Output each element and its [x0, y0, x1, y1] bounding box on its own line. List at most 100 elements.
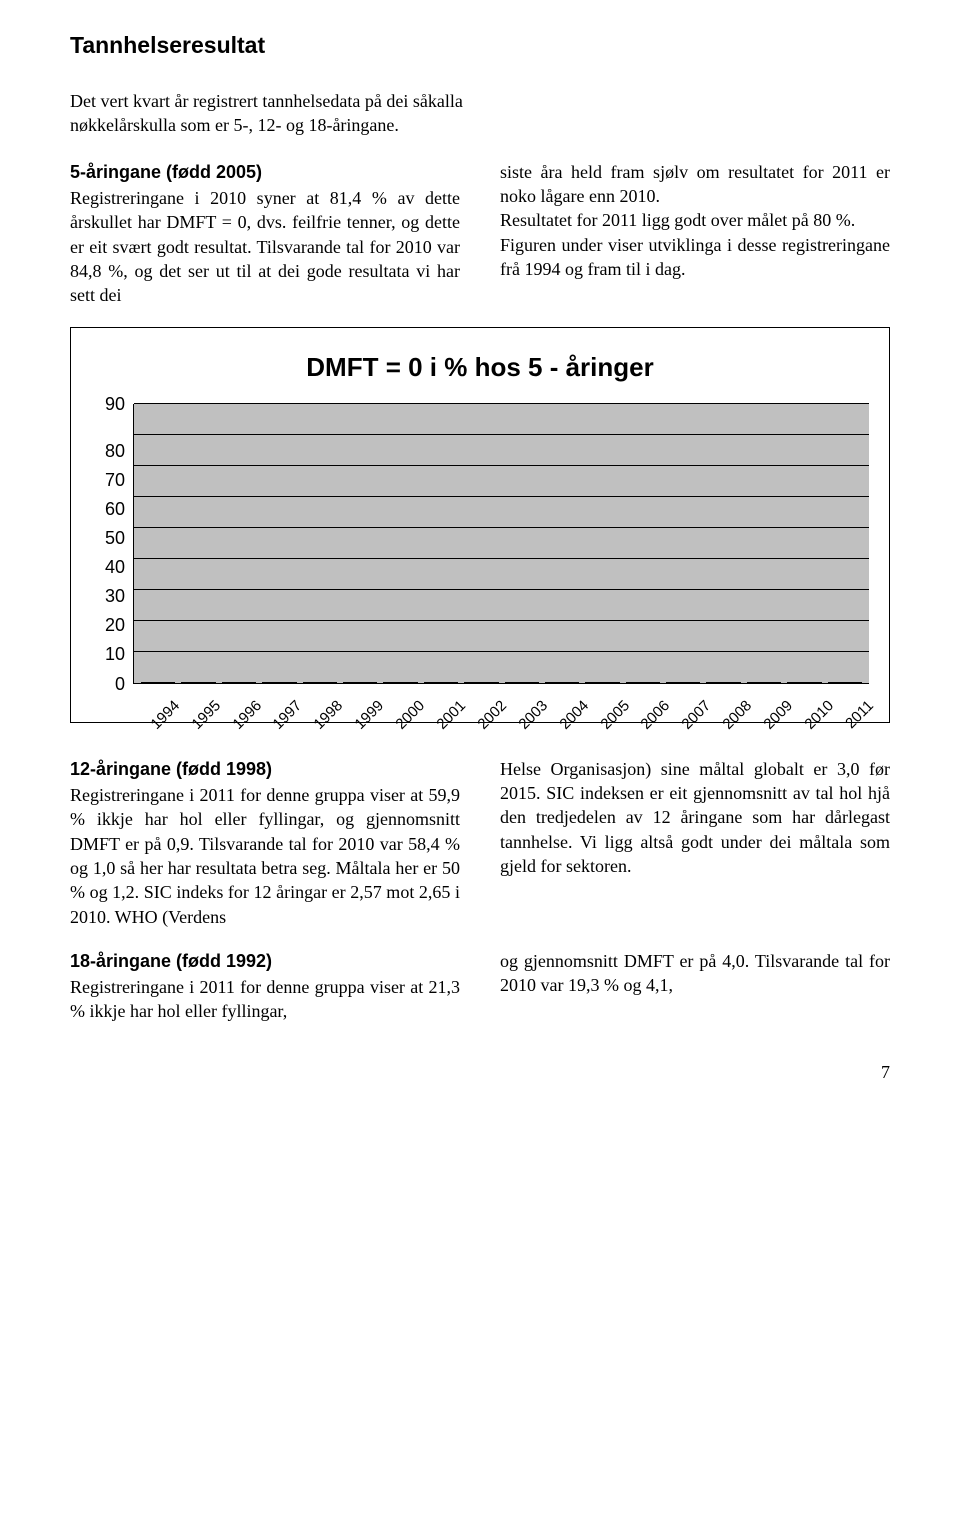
chart-x-tick: 2001: [419, 688, 460, 708]
section-12-right-text: Helse Organisasjon) sine måltal globalt …: [500, 759, 890, 876]
chart-bar: [787, 682, 821, 683]
chart-bar: [505, 682, 539, 683]
chart-x-tick: 1995: [174, 688, 215, 708]
chart-x-tick: 2010: [787, 688, 828, 708]
chart-bar-slot: [300, 682, 340, 683]
chart-bar: [828, 682, 862, 683]
section-5-left-text: Registreringane i 2010 syner at 81,4 % a…: [70, 188, 460, 305]
chart-x-tick: 2003: [501, 688, 542, 708]
chart-bar: [424, 682, 458, 683]
section-12-right-col: Helse Organisasjon) sine måltal globalt …: [500, 757, 890, 929]
chart-bar-slot: [340, 682, 380, 683]
chart-bar-slot: [219, 682, 259, 683]
section-5-heading: 5-åringane (fødd 2005): [70, 160, 460, 184]
chart-bar-slot: [138, 682, 178, 683]
section-18-left-col: 18-åringane (fødd 1992) Registreringane …: [70, 949, 460, 1024]
intro-paragraph: Det vert kvart år registrert tannhelseda…: [70, 89, 490, 138]
chart-x-tick: 2006: [624, 688, 665, 708]
chart-bar: [383, 682, 417, 683]
chart-x-tick: 1998: [297, 688, 338, 708]
chart-bar-slot: [542, 682, 582, 683]
section-5-right-col: siste åra held fram sjølv om resultatet …: [500, 160, 890, 308]
chart-x-tick: 1996: [215, 688, 256, 708]
chart-x-tick: 1994: [133, 688, 174, 708]
chart-bar: [464, 682, 498, 683]
chart-bar-slot: [502, 682, 542, 683]
chart-y-axis: 9080706050403020100: [91, 404, 133, 684]
chart-gridline: [134, 620, 869, 621]
chart-bar: [181, 682, 215, 683]
section-12-left-col: 12-åringane (fødd 1998) Registreringane …: [70, 757, 460, 929]
chart-x-tick: 1999: [337, 688, 378, 708]
chart-x-tick: 2007: [665, 688, 706, 708]
section-12-year: 12-åringane (fødd 1998) Registreringane …: [70, 757, 890, 929]
chart-title: DMFT = 0 i % hos 5 - åringer: [91, 350, 869, 385]
chart-gridline: [134, 527, 869, 528]
chart-plot-area: 9080706050403020100: [91, 404, 869, 684]
chart-bars: [134, 404, 869, 683]
chart-bar: [585, 682, 619, 683]
section-18-left-text: Registreringane i 2011 for denne gruppa …: [70, 977, 460, 1021]
chart-bar: [343, 682, 377, 683]
section-18-right-text: og gjennomsnitt DMFT er på 4,0. Tilsvara…: [500, 951, 890, 995]
chart-y-tick: 50: [91, 529, 125, 547]
chart-gridline: [134, 496, 869, 497]
chart-bar: [666, 682, 700, 683]
chart-bar: [706, 682, 740, 683]
chart-y-tick: 20: [91, 616, 125, 634]
chart-plot: [133, 404, 869, 684]
chart-bar-slot: [663, 682, 703, 683]
chart-x-tick: 2005: [583, 688, 624, 708]
chart-gridline: [134, 403, 869, 404]
chart-y-tick: 60: [91, 500, 125, 518]
chart-gridline: [134, 434, 869, 435]
chart-y-tick: 90: [91, 395, 125, 413]
chart-gridline: [134, 465, 869, 466]
chart-bar: [141, 682, 175, 683]
chart-x-tick: 2008: [705, 688, 746, 708]
chart-bar: [626, 682, 660, 683]
section-12-left-text: Registreringane i 2011 for denne gruppa …: [70, 785, 460, 926]
chart-bar-slot: [380, 682, 420, 683]
chart-x-tick: 2000: [378, 688, 419, 708]
section-18-heading: 18-åringane (fødd 1992): [70, 949, 460, 973]
chart-gridline: [134, 651, 869, 652]
chart-bar-slot: [703, 682, 743, 683]
chart-bar-slot: [744, 682, 784, 683]
chart-gridline: [134, 558, 869, 559]
chart-x-tick: 2002: [460, 688, 501, 708]
chart-x-axis: 1994199519961997199819992000200120022003…: [133, 688, 869, 708]
chart-bar-slot: [582, 682, 622, 683]
section-18-year: 18-åringane (fødd 1992) Registreringane …: [70, 949, 890, 1024]
chart-y-tick: 40: [91, 558, 125, 576]
section-5-left-col: 5-åringane (fødd 2005) Registreringane i…: [70, 160, 460, 308]
chart-bar-slot: [623, 682, 663, 683]
chart-gridline: [134, 589, 869, 590]
chart-bar: [303, 682, 337, 683]
chart-y-tick: 80: [91, 442, 125, 460]
chart-bar: [222, 682, 256, 683]
chart-x-tick: 2009: [746, 688, 787, 708]
chart-bar-slot: [825, 682, 865, 683]
chart-bar: [262, 682, 296, 683]
chart-container: DMFT = 0 i % hos 5 - åringer 90 80 70 60 50 4…: [70, 327, 890, 722]
chart-bar: [747, 682, 781, 683]
page-number: 7: [70, 1060, 890, 1084]
page-title: Tannhelseresultat: [70, 30, 890, 61]
section-5-year: 5-åringane (fødd 2005) Registreringane i…: [70, 160, 890, 308]
chart-x-tick: 2011: [828, 688, 869, 708]
chart-x-tick: 2004: [542, 688, 583, 708]
chart-bar-slot: [178, 682, 218, 683]
section-5-right-text: siste åra held fram sjølv om resultatet …: [500, 162, 890, 279]
chart-y-tick: 0: [91, 675, 125, 693]
chart-x-tick: 1997: [256, 688, 297, 708]
section-12-heading: 12-åringane (fødd 1998): [70, 757, 460, 781]
chart-bar-slot: [421, 682, 461, 683]
chart-y-tick: 30: [91, 587, 125, 605]
section-18-right-col: og gjennomsnitt DMFT er på 4,0. Tilsvara…: [500, 949, 890, 1024]
chart-y-tick: 70: [91, 471, 125, 489]
chart-bar-slot: [784, 682, 824, 683]
chart-bar-slot: [461, 682, 501, 683]
chart-y-tick: 10: [91, 645, 125, 663]
chart-bar: [545, 682, 579, 683]
